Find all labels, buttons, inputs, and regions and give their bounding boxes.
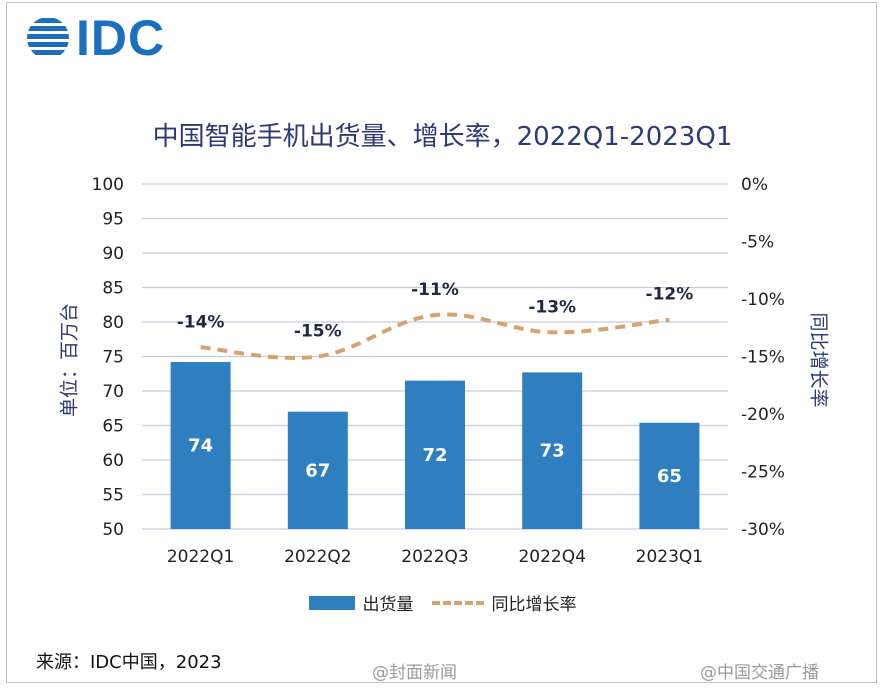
legend-line-swatch: [431, 600, 484, 605]
legend: 出货量 同比增长率: [0, 590, 885, 615]
growth-rate-label: -13%: [528, 297, 576, 317]
y-tick-label-left: 50: [102, 520, 124, 540]
bar-value-label: 72: [422, 445, 447, 466]
watermark-1: @封面新闻: [372, 663, 457, 683]
y-tick-label-left: 85: [102, 279, 124, 299]
legend-item-growth: 同比增长率: [431, 590, 577, 615]
bar: [522, 372, 583, 529]
bar-value-label: 65: [657, 466, 682, 487]
y-tick-label-left: 60: [102, 451, 124, 471]
legend-bar-swatch: [308, 595, 355, 610]
growth-rate-line: [200, 312, 670, 360]
x-tick-label: 2022Q3: [401, 547, 468, 567]
chart-title: 中国智能手机出货量、增长率，2022Q1-2023Q1: [152, 122, 733, 152]
watermark-2: @中国交通广播: [700, 663, 819, 683]
y-tick-label-left: 75: [102, 348, 124, 368]
growth-rate-label: -11%: [411, 280, 459, 300]
bar: [639, 422, 700, 529]
bar-value-label: 67: [305, 460, 330, 481]
growth-rate-label: -14%: [177, 312, 225, 332]
y-tick-label-right: -5%: [741, 233, 774, 253]
y-tick-label-right: -20%: [741, 405, 785, 425]
y-tick-label-right: -10%: [741, 290, 785, 310]
bar: [405, 380, 465, 529]
bar: [170, 362, 231, 529]
x-tick-label: 2022Q2: [284, 547, 351, 567]
y-tick-label-right: -25%: [741, 463, 785, 483]
legend-label-shipments: 出货量: [362, 595, 414, 615]
x-tick-label: 2023Q1: [636, 547, 703, 567]
logo-text: IDC: [76, 10, 166, 66]
globe-icon: [27, 18, 69, 55]
y-tick-label-left: 65: [102, 417, 124, 437]
y-tick-label-left: 55: [102, 486, 124, 506]
y-tick-label-right: -15%: [741, 348, 785, 368]
y-tick-label-left: 80: [102, 313, 124, 333]
bar-value-label: 74: [188, 436, 213, 457]
legend-label-growth: 同比增长率: [491, 595, 577, 615]
y-tick-label-right: 0%: [741, 175, 768, 195]
y-tick-label-right: -30%: [741, 520, 785, 540]
x-tick-label: 2022Q4: [518, 547, 585, 567]
y-tick-label-left: 90: [102, 244, 124, 264]
chart-frame: [6, 2, 877, 683]
legend-item-shipments: 出货量: [308, 590, 414, 615]
source-note: 来源：IDC中国，2023: [36, 652, 222, 673]
y-tick-label-left: 100: [92, 175, 124, 195]
y-tick-label-left: 70: [102, 382, 124, 402]
growth-rate-label: -15%: [294, 322, 342, 342]
growth-rate-label: -12%: [646, 285, 694, 305]
x-tick-label: 2022Q1: [167, 547, 234, 567]
idc-logo: IDC: [26, 10, 166, 66]
y-tick-label-left: 95: [102, 210, 124, 230]
bar-value-label: 73: [540, 441, 565, 462]
bar: [287, 411, 348, 529]
